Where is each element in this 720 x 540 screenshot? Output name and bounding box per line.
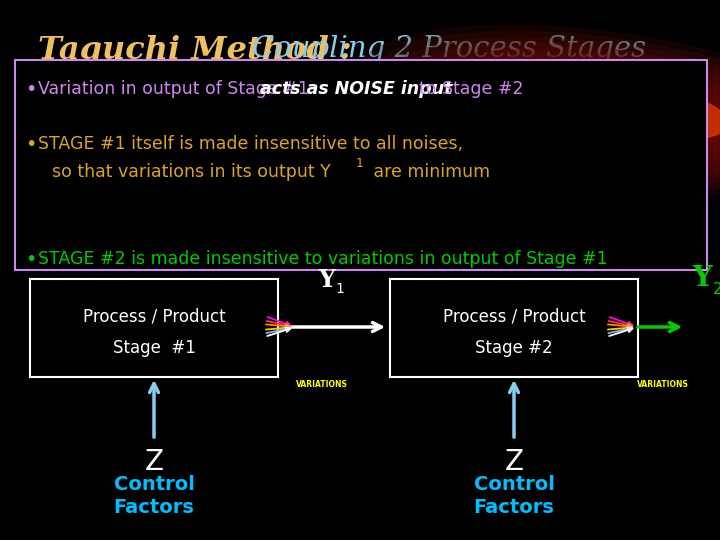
Text: Control: Control bbox=[114, 475, 194, 494]
Ellipse shape bbox=[551, 90, 680, 126]
Text: 1: 1 bbox=[335, 282, 344, 296]
Ellipse shape bbox=[501, 79, 719, 141]
Text: Process / Product: Process / Product bbox=[443, 307, 585, 325]
Text: Factors: Factors bbox=[474, 498, 554, 517]
Ellipse shape bbox=[419, 49, 720, 171]
Text: VARIATIONS: VARIATIONS bbox=[296, 380, 348, 389]
Ellipse shape bbox=[370, 32, 720, 188]
Text: 2: 2 bbox=[713, 282, 720, 297]
Text: Z: Z bbox=[145, 448, 163, 476]
Ellipse shape bbox=[526, 83, 704, 133]
Bar bbox=[30, 279, 278, 377]
Text: are minimum: are minimum bbox=[368, 163, 490, 181]
Ellipse shape bbox=[501, 75, 720, 141]
Text: Factors: Factors bbox=[114, 498, 194, 517]
Ellipse shape bbox=[485, 73, 720, 147]
Text: 1: 1 bbox=[356, 157, 364, 170]
Text: Y: Y bbox=[692, 265, 712, 292]
Ellipse shape bbox=[452, 61, 720, 159]
Text: Control: Control bbox=[474, 475, 554, 494]
Ellipse shape bbox=[403, 43, 720, 177]
Ellipse shape bbox=[578, 97, 652, 119]
Ellipse shape bbox=[436, 55, 720, 165]
Text: so that variations in its output Y: so that variations in its output Y bbox=[52, 163, 330, 181]
Text: Taguchi Method :: Taguchi Method : bbox=[38, 35, 363, 66]
Text: •: • bbox=[25, 80, 37, 99]
Text: Variation in output of Stage #1: Variation in output of Stage #1 bbox=[38, 80, 320, 98]
Text: •: • bbox=[25, 135, 37, 154]
Text: Z: Z bbox=[505, 448, 523, 476]
Bar bbox=[390, 279, 638, 377]
FancyBboxPatch shape bbox=[15, 60, 707, 270]
Text: Stage  #1: Stage #1 bbox=[112, 339, 195, 356]
Text: VARIATIONS: VARIATIONS bbox=[637, 380, 689, 389]
Text: Coupling 2 Process Stages: Coupling 2 Process Stages bbox=[252, 35, 646, 63]
Text: •: • bbox=[25, 250, 37, 269]
Text: STAGE #2 is made insensitive to variations in output of Stage #1: STAGE #2 is made insensitive to variatio… bbox=[38, 250, 608, 268]
Ellipse shape bbox=[468, 67, 720, 153]
Text: Process / Product: Process / Product bbox=[83, 307, 225, 325]
Text: acts as NOISE input: acts as NOISE input bbox=[260, 80, 452, 98]
Ellipse shape bbox=[354, 26, 720, 194]
Text: Stage #2: Stage #2 bbox=[475, 339, 553, 356]
Text: to Stage #2: to Stage #2 bbox=[408, 80, 523, 98]
Ellipse shape bbox=[387, 37, 720, 183]
Text: Y: Y bbox=[318, 268, 335, 292]
Text: STAGE #1 itself is made insensitive to all noises,: STAGE #1 itself is made insensitive to a… bbox=[38, 135, 463, 153]
